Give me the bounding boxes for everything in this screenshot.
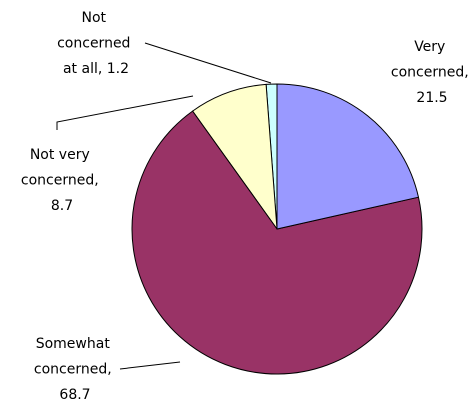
data-label-line: at all, 1.2	[63, 61, 129, 77]
data-label-line: concerned,	[391, 65, 470, 81]
data-label: Somewhat concerned, 68.7	[34, 336, 116, 401]
data-label-line: Somewhat	[36, 336, 115, 352]
data-label-line: 68.7	[59, 387, 90, 401]
data-label-line: concerned,	[21, 173, 103, 189]
pie-slice	[276, 83, 420, 230]
leader-line	[56, 95, 194, 130]
leader-line	[119, 361, 181, 370]
data-label: Very concerned, 21.5	[391, 39, 470, 106]
data-label-line: concerned	[57, 36, 135, 52]
data-label-line: 21.5	[416, 90, 447, 106]
data-label-line: Very	[414, 39, 450, 55]
data-label-line: concerned,	[34, 362, 116, 378]
data-label-line: Not very	[30, 147, 94, 163]
data-label-line: 8.7	[51, 198, 73, 214]
data-label: Not concerned at all, 1.2	[57, 10, 135, 77]
pie-slice	[131, 110, 423, 375]
leader-line	[144, 42, 272, 84]
data-label-line: Not	[82, 10, 111, 26]
data-label: Not very concerned, 8.7	[21, 147, 103, 214]
